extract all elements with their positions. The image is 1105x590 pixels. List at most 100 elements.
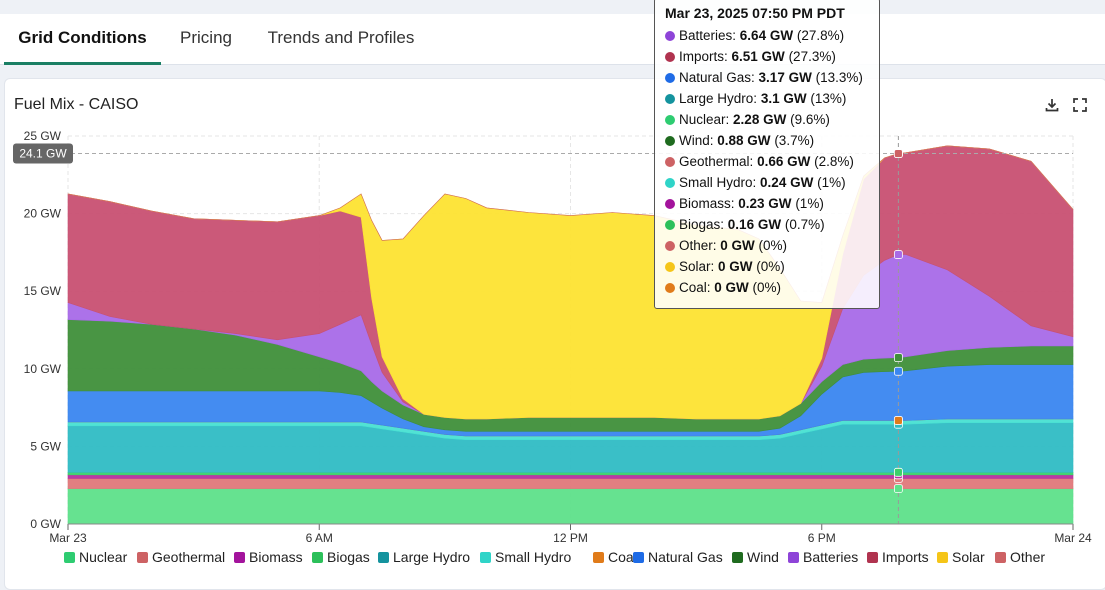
legend-label: Biomass (249, 549, 303, 565)
area-biomass (67, 474, 1074, 479)
hover-marker (893, 366, 903, 376)
tooltip-series-value: 0.88 GW (717, 133, 771, 148)
chart-areas (67, 145, 1074, 525)
tooltip-series-value: 0 GW (720, 238, 755, 253)
tooltip-row: Biogas: 0.16 GW (0.7%) (665, 214, 879, 235)
tooltip-dot (665, 52, 675, 62)
hover-crosshair: 24.1 GW (13, 136, 1073, 524)
tooltip-series-name: Wind (679, 133, 710, 148)
legend-swatch (480, 552, 491, 563)
tooltip-colon: : (710, 259, 719, 274)
y-tick-label: 0 GW (30, 517, 61, 531)
tooltip-colon: : (724, 49, 732, 64)
legend-item-wind[interactable]: Wind (732, 549, 779, 565)
hover-marker (893, 149, 903, 158)
legend-item-large-hydro[interactable]: Large Hydro (378, 549, 470, 565)
tooltip-series-percent: (0%) (752, 259, 785, 274)
legend-item-biomass[interactable]: Biomass (234, 549, 303, 565)
tooltip-series-name: Large Hydro (679, 91, 754, 106)
legend-item-natural-gas[interactable]: Natural Gas (633, 549, 723, 565)
tooltip-colon: : (706, 280, 715, 295)
hover-marker (893, 484, 903, 494)
tooltip-series-value: 3.1 GW (760, 91, 807, 106)
tooltip-colon: : (751, 70, 759, 85)
legend-label: Biogas (327, 549, 370, 565)
tooltip-colon: : (753, 91, 761, 106)
tab-trends-and-profiles[interactable]: Trends and Profiles (267, 28, 415, 47)
tooltip-date: Mar 23, 2025 07:50 PM PDT (665, 5, 845, 21)
area-nuclear (67, 488, 1074, 525)
tooltip-colon: : (732, 28, 740, 43)
x-tick-label: Mar 24 (1054, 531, 1092, 545)
tooltip-dot (665, 136, 675, 146)
tooltip-row: Biomass: 0.23 GW (1%) (665, 193, 879, 214)
legend-swatch (995, 552, 1006, 563)
legend-item-biogas[interactable]: Biogas (312, 549, 370, 565)
legend-item-imports[interactable]: Imports (867, 549, 929, 565)
legend-swatch (867, 552, 878, 563)
tooltip-series-value: 6.51 GW (731, 49, 785, 64)
tooltip-row: Batteries: 6.64 GW (27.8%) (665, 25, 879, 46)
legend-label: Wind (747, 549, 779, 565)
tooltip-series-percent: (3.7%) (770, 133, 815, 148)
tooltip-series-percent: (0%) (754, 238, 788, 253)
tooltip-row: Solar: 0 GW (0%) (665, 256, 879, 277)
tooltip-row: Imports: 6.51 GW (27.3%) (665, 46, 879, 67)
x-tick-label: 12 PM (553, 531, 588, 545)
tooltip-colon: : (749, 154, 758, 169)
legend-item-nuclear[interactable]: Nuclear (64, 549, 127, 565)
tooltip-series-percent: (0%) (748, 280, 782, 295)
tooltip-series-value: 6.64 GW (739, 28, 794, 43)
tooltip-series-percent: (1%) (813, 175, 846, 190)
y-tick-label: 15 GW (24, 284, 62, 298)
tooltip-dot (665, 115, 675, 125)
tooltip-colon: : (725, 112, 734, 127)
hover-marker (893, 353, 903, 363)
legend-swatch (312, 552, 323, 563)
tooltip-colon: : (709, 133, 718, 148)
tooltip-series-value: 0 GW (718, 259, 753, 274)
tab-grid-conditions[interactable]: Grid Conditions (4, 14, 161, 65)
tooltip-series-percent: (27.3%) (784, 49, 836, 64)
legend-swatch (64, 552, 75, 563)
tooltip-series-percent: (13.3%) (811, 70, 863, 85)
area-geothermal (67, 478, 1074, 489)
tooltip-dot (665, 241, 675, 251)
tooltip-dot (665, 73, 675, 83)
chart-tooltip: Mar 23, 2025 07:50 PM PDT Batteries: 6.6… (654, 0, 880, 309)
legend-item-geothermal[interactable]: Geothermal (137, 549, 225, 565)
tooltip-colon: : (712, 238, 721, 253)
legend-swatch (593, 552, 604, 563)
legend-item-solar[interactable]: Solar (937, 549, 985, 565)
tooltip-dot (665, 262, 675, 272)
tooltip-series-value: 0.23 GW (738, 196, 792, 211)
tooltip-colon: : (720, 217, 728, 232)
legend-item-small-hydro[interactable]: Small Hydro (480, 549, 571, 565)
legend-item-coal[interactable]: Coal (593, 549, 637, 565)
download-icon[interactable] (1043, 96, 1061, 114)
tooltip-dot (665, 220, 675, 230)
tab-pricing[interactable]: Pricing (180, 28, 232, 47)
tooltip-series-name: Other (679, 238, 713, 253)
tooltip-series-percent: (0.7%) (781, 217, 825, 232)
tooltip-dot (665, 283, 675, 293)
legend-label: Natural Gas (648, 549, 723, 565)
tooltip-row: Wind: 0.88 GW (3.7%) (665, 130, 879, 151)
hover-value-badge (13, 143, 73, 164)
tooltip-series-name: Geothermal (679, 154, 750, 169)
tooltip-series-value: 0 GW (714, 280, 749, 295)
tab-bar: Grid Conditions Pricing Trends and Profi… (0, 14, 1105, 65)
area-other (67, 145, 1074, 303)
expand-icon[interactable] (1071, 96, 1089, 114)
tooltip-colon: : (730, 196, 739, 211)
tooltip-series-value: 2.28 GW (733, 112, 787, 127)
hover-marker (893, 467, 903, 477)
x-tick-label: 6 AM (306, 531, 333, 545)
legend-label: Nuclear (79, 549, 128, 565)
legend-label: Batteries (803, 549, 859, 565)
tooltip-series-value: 0.24 GW (760, 175, 814, 190)
legend-label: Geothermal (152, 549, 226, 565)
y-tick-label: 25 GW (24, 129, 62, 143)
legend-item-batteries[interactable]: Batteries (788, 549, 858, 565)
legend-item-other[interactable]: Other (995, 549, 1045, 565)
